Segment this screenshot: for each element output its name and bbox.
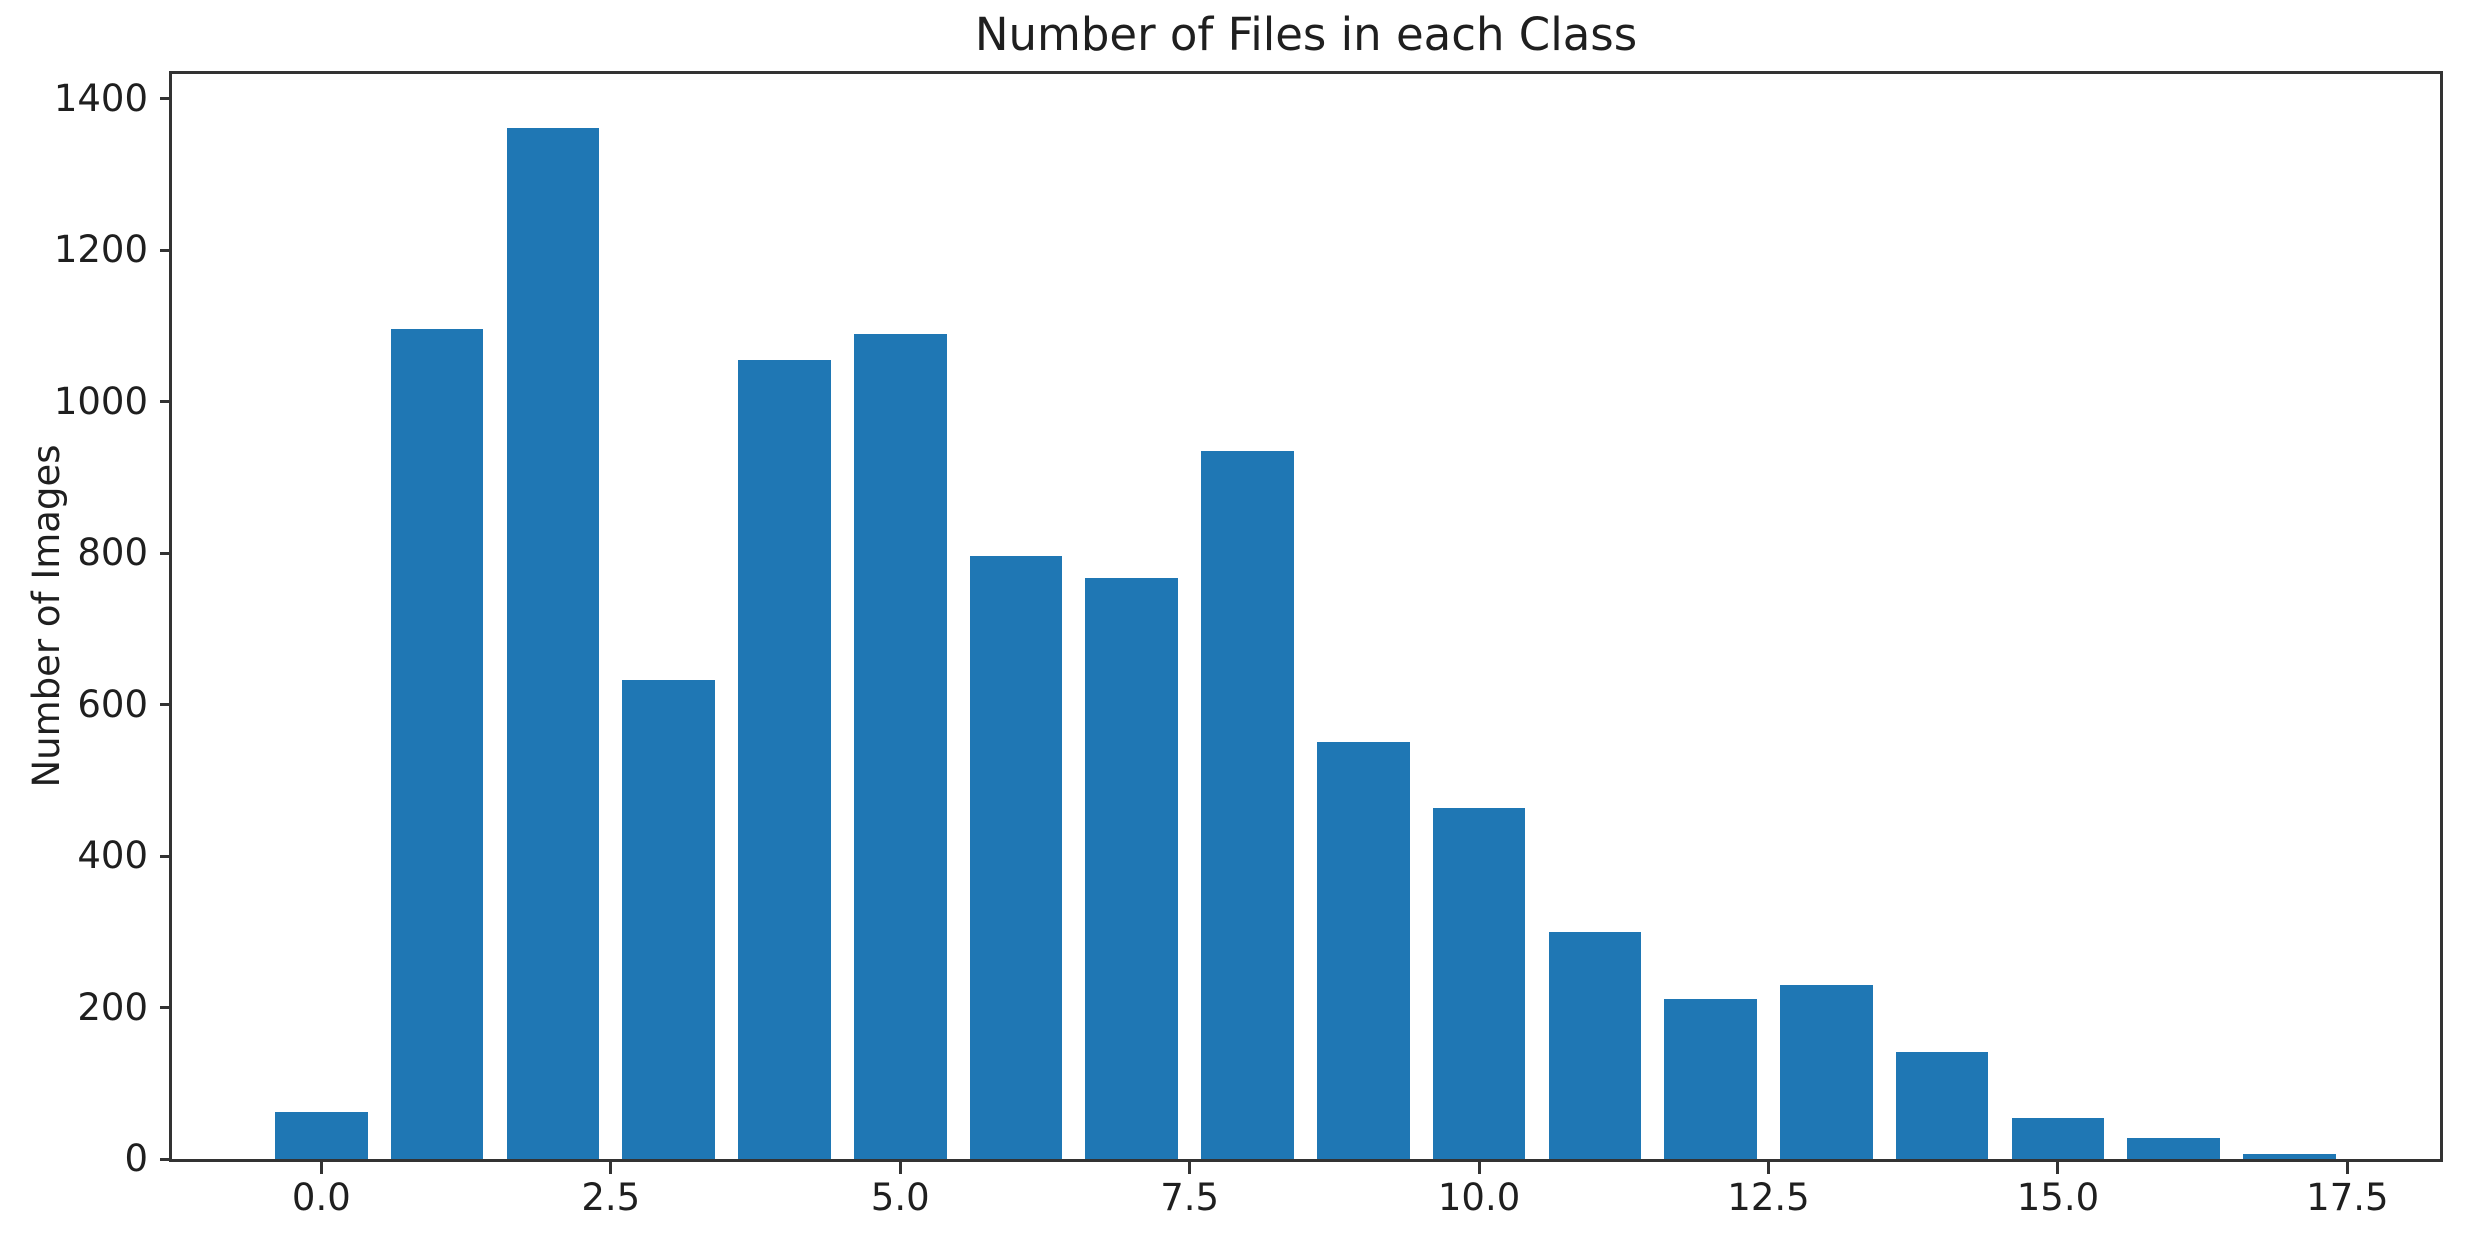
x-tick-label: 7.5	[1160, 1176, 1220, 1219]
plot-area	[169, 71, 2443, 1162]
y-tick-mark	[160, 97, 172, 101]
bar-0	[275, 1112, 368, 1159]
x-tick-label: 2.5	[581, 1176, 641, 1219]
bar-6	[969, 555, 1063, 1159]
bar-14	[1895, 1052, 1989, 1159]
bar-2	[506, 127, 600, 1159]
bar-16	[2127, 1137, 2221, 1159]
y-tick-label: 200	[77, 985, 148, 1029]
x-tick-mark	[609, 1162, 613, 1174]
bar-11	[1548, 931, 1642, 1159]
x-tick-label: 17.5	[2306, 1176, 2389, 1219]
y-tick-label: 1400	[53, 76, 148, 120]
bar-4	[738, 360, 831, 1159]
bar-12	[1664, 999, 1757, 1159]
x-tick-label: 0.0	[291, 1176, 351, 1219]
bar-10	[1432, 807, 1526, 1159]
bar-1	[390, 329, 484, 1159]
x-tick-mark	[319, 1162, 323, 1174]
y-tick-label: 600	[77, 682, 148, 726]
bar-3	[622, 679, 715, 1159]
x-tick-mark	[1767, 1162, 1770, 1174]
y-tick-mark	[160, 400, 172, 404]
y-tick-mark	[160, 551, 172, 555]
x-tick-mark	[1188, 1162, 1192, 1174]
x-tick-label: 12.5	[1727, 1176, 1810, 1219]
x-tick-label: 15.0	[2016, 1176, 2100, 1219]
x-tick-label: 10.0	[1437, 1176, 1521, 1219]
y-tick-label: 1200	[53, 228, 148, 272]
y-tick-mark	[160, 1157, 172, 1161]
x-tick-mark	[898, 1162, 902, 1174]
y-tick-mark	[160, 1006, 172, 1010]
bar-7	[1085, 577, 1179, 1159]
x-tick-mark	[2345, 1162, 2349, 1174]
y-tick-mark	[160, 703, 172, 707]
y-tick-label: 1000	[53, 379, 148, 423]
x-tick-mark	[2056, 1162, 2060, 1174]
bar-5	[853, 333, 947, 1159]
y-tick-mark	[160, 854, 172, 858]
x-tick-label: 5.0	[870, 1176, 930, 1219]
bar-8	[1201, 451, 1294, 1159]
y-tick-mark	[160, 248, 172, 252]
chart-title: Number of Files in each Class	[974, 8, 1638, 61]
bar-9	[1316, 741, 1410, 1159]
y-tick-label: 0	[124, 1137, 148, 1180]
bar-15	[2011, 1118, 2105, 1159]
y-tick-label: 400	[77, 834, 148, 878]
y-tick-label: 800	[77, 531, 148, 575]
x-tick-mark	[1477, 1162, 1481, 1174]
bar-13	[1780, 984, 1873, 1159]
y-axis-label: Number of Images	[25, 444, 68, 788]
bar-17	[2243, 1153, 2336, 1159]
